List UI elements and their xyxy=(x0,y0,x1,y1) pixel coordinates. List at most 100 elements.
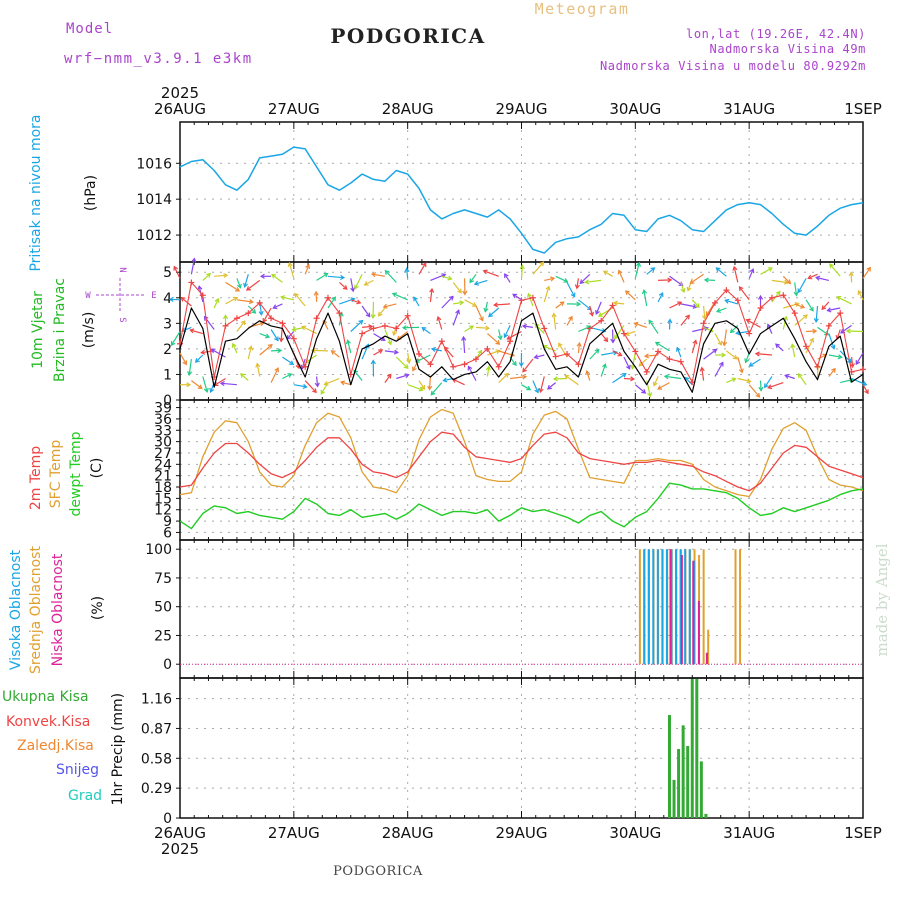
wind-arrow xyxy=(364,279,374,286)
low-cloud-ylabel: Niska Oblacnost xyxy=(50,553,66,666)
wind-gust-marker xyxy=(552,353,559,360)
wind-arrow-head xyxy=(255,362,261,368)
wind-arrow xyxy=(270,329,279,341)
wind-arrow xyxy=(190,329,203,335)
wind-arrow-head xyxy=(243,282,249,288)
wind-gust-marker xyxy=(768,294,775,301)
wind-arrow-head xyxy=(236,283,242,289)
wind-arrow xyxy=(600,333,608,342)
wind-gust-marker xyxy=(279,320,286,327)
high-cloud-ylabel: Visoka Oblacnost xyxy=(8,549,24,670)
wind-arrow xyxy=(271,349,282,352)
temperature-ytick-label: 36 xyxy=(154,412,172,428)
wind-arrow xyxy=(281,296,294,301)
wind-arrow xyxy=(676,347,682,358)
top-day-label-29AUG: 29AUG xyxy=(496,100,548,118)
wind-gust-marker xyxy=(324,294,331,301)
wind-arrow xyxy=(498,329,502,340)
precip-total-bar xyxy=(667,715,671,818)
model-label: Model xyxy=(66,21,113,37)
wind-gust-marker xyxy=(507,338,514,345)
bottom-year-label: 2025 xyxy=(161,840,199,858)
top-day-labels: 26AUG 27AUG 28AUG 29AUG 30AUG 31AUG 1SEP xyxy=(154,100,882,118)
wind-arrow-head xyxy=(658,291,664,297)
wind-arrow xyxy=(453,301,464,305)
wind-arrow xyxy=(714,362,724,377)
wind-arrow xyxy=(534,354,545,359)
wind-gust-marker xyxy=(541,325,548,332)
wind-arrow xyxy=(331,350,340,358)
wind-arrow-head xyxy=(558,342,563,348)
wind-arrow-head xyxy=(421,262,427,268)
wind-arrow-head xyxy=(638,361,644,367)
wind-arrow xyxy=(441,275,452,280)
wind-arrow-head xyxy=(271,273,277,279)
wind-arrow-head xyxy=(610,338,616,344)
wind-arrow-head xyxy=(767,267,773,272)
legend-snow: Snijeg xyxy=(56,762,99,778)
wind-arrow xyxy=(808,273,818,279)
wind-arrow-head xyxy=(821,305,827,311)
wind-arrow xyxy=(748,268,754,279)
wind-arrow-head xyxy=(738,286,744,292)
wind-arrow-head xyxy=(775,290,781,296)
wind-arrow xyxy=(691,299,700,308)
wind-arrow xyxy=(350,278,354,292)
wind-arrow-head xyxy=(191,257,197,263)
wind-arrow xyxy=(384,374,392,383)
wind-arrow-head xyxy=(404,373,410,379)
wind-arrow xyxy=(236,320,246,332)
wind-arrow-head xyxy=(493,302,498,308)
wind-arrow xyxy=(857,290,864,301)
wind-arrow xyxy=(589,349,600,360)
wind-arrow-head xyxy=(519,264,525,270)
wind-arrow xyxy=(862,267,871,279)
wind-gust-marker xyxy=(233,315,240,322)
wind-arrow-head xyxy=(813,318,819,324)
wind-arrow-head xyxy=(551,312,557,318)
wind-arrow-head xyxy=(522,367,528,373)
wind-arrow-head xyxy=(301,325,307,331)
precip-total-bar xyxy=(704,813,708,818)
wind-arrow-head xyxy=(625,364,631,370)
wind-arrow-head xyxy=(267,343,273,349)
wind-arrow-head xyxy=(232,296,238,302)
wind-gust-marker xyxy=(723,287,730,294)
wind-arrow xyxy=(623,377,634,380)
wind-arrow xyxy=(657,292,664,303)
pressure-ytick-label: 1012 xyxy=(136,228,172,244)
wind-arrow xyxy=(680,315,690,326)
wind-arrow xyxy=(578,325,591,333)
wind-arrow xyxy=(428,376,431,390)
wind-gust-marker xyxy=(803,343,810,350)
wind-arrow xyxy=(413,297,420,307)
wind-arrow-head xyxy=(354,284,359,290)
panels: 1012101410160123456912151821242730333639… xyxy=(136,121,871,827)
wind-arrow-head xyxy=(526,385,532,391)
wind-arrow xyxy=(304,264,310,275)
wind-arrow xyxy=(768,382,784,389)
temperature-ytick-label: 21 xyxy=(154,469,172,485)
wind-arrow-head xyxy=(630,364,636,370)
wind-gust-marker xyxy=(666,356,673,363)
wind-arrow-head xyxy=(472,302,478,307)
wind-arrow xyxy=(443,377,454,382)
wind-arrow xyxy=(353,369,363,381)
wind-arrow xyxy=(504,273,511,283)
wind-arrow-head xyxy=(231,342,237,348)
wind-arrow-head xyxy=(495,340,501,345)
wind-arrow-head xyxy=(393,349,399,355)
wind-arrow-head xyxy=(735,330,741,336)
wind-arrow-head xyxy=(469,278,475,284)
wind-gust-marker xyxy=(518,297,525,304)
wind-arrow xyxy=(378,307,386,317)
wind-arrow xyxy=(821,301,830,310)
precip-ytick-label: 0.58 xyxy=(141,751,172,767)
pressure-unit: (hPa) xyxy=(83,175,99,211)
wind-arrow-head xyxy=(745,318,751,324)
wind-arrow-head xyxy=(168,296,174,302)
wind-arrow xyxy=(372,301,375,318)
bottom-day-label-29AUG: 29AUG xyxy=(496,824,548,842)
wind-arrow-head xyxy=(274,336,279,342)
wind-arrow xyxy=(701,367,705,381)
